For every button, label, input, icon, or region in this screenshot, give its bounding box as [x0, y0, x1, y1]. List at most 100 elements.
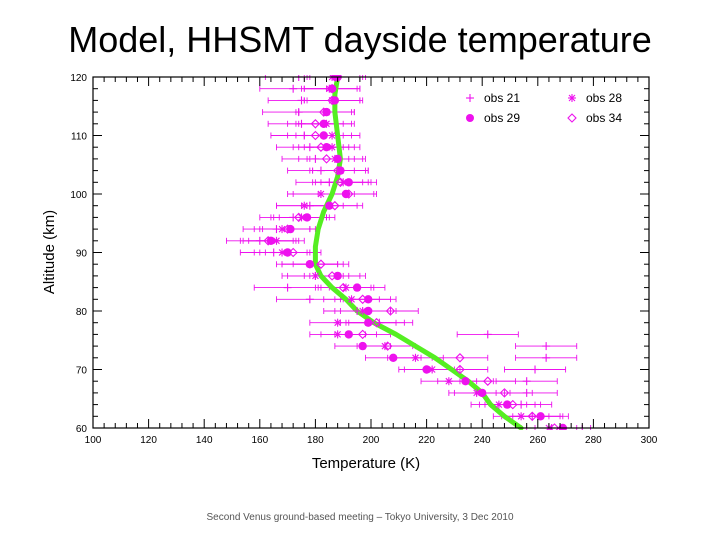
legend: obs 21 obs 28 obs 29 obs 34 [466, 91, 622, 125]
x-tick-label: 120 [140, 435, 157, 446]
legend-marker-obs-29 [466, 114, 474, 122]
point-obs-29 [325, 201, 334, 210]
y-tick-label: 100 [70, 190, 87, 201]
point-obs-21 [522, 377, 531, 386]
point-obs-29 [319, 131, 328, 140]
point-obs-28 [347, 295, 356, 304]
point-obs-21 [283, 283, 292, 292]
errorbar-obs-34 [334, 331, 391, 338]
x-tick-label: 180 [307, 435, 324, 446]
point-obs-29 [266, 236, 276, 245]
point-obs-34 [282, 224, 293, 234]
point-obs-29 [336, 166, 345, 175]
legend-label: obs 28 [586, 91, 622, 105]
point-obs-28 [494, 400, 503, 409]
point-obs-29 [322, 143, 331, 152]
point-obs-34 [288, 247, 298, 258]
point-obs-29 [333, 154, 342, 164]
point-obs-21 [305, 143, 314, 152]
point-obs-34 [327, 95, 337, 106]
point-obs-34 [382, 341, 393, 351]
point-obs-34 [263, 236, 273, 246]
point-obs-28 [278, 225, 287, 234]
point-obs-21 [531, 365, 540, 374]
point-obs-34 [335, 177, 346, 188]
x-tick-label: 240 [474, 435, 491, 446]
point-obs-28 [341, 283, 350, 292]
x-axis-label: Temperature (K) [312, 455, 420, 472]
point-obs-29 [389, 353, 398, 362]
point-obs-34 [327, 83, 337, 94]
point-obs-29 [352, 283, 362, 292]
point-obs-34 [327, 271, 337, 281]
slide-footer: Second Venus ground-based meeting – Toky… [206, 512, 514, 523]
point-obs-29 [364, 318, 373, 327]
y-tick-label: 110 [71, 132, 87, 143]
point-obs-29 [364, 306, 373, 316]
point-obs-21 [316, 166, 325, 175]
point-obs-29 [461, 377, 470, 386]
point-obs-29 [422, 365, 431, 374]
point-obs-28 [300, 201, 309, 210]
point-obs-21 [542, 353, 551, 362]
x-tick-label: 160 [251, 435, 268, 446]
x-tick-label: 260 [529, 435, 546, 446]
y-tick-label: 120 [70, 73, 87, 84]
point-obs-34 [499, 388, 510, 398]
plot-frame: 100 120 140 160 180 200 220 240 260 280 300 60 70 80 9… [70, 73, 657, 446]
point-obs-21 [522, 388, 531, 397]
point-obs-21 [483, 330, 492, 339]
point-obs-21 [305, 295, 314, 304]
point-obs-21 [528, 412, 537, 421]
point-obs-29 [327, 84, 337, 93]
point-obs-34 [343, 189, 354, 199]
point-obs-34 [482, 376, 493, 386]
point-obs-28 [380, 342, 389, 351]
point-obs-34 [318, 107, 329, 117]
point-obs-29 [341, 189, 351, 199]
point-obs-21 [269, 248, 278, 257]
point-obs-21 [517, 400, 526, 409]
point-obs-34 [455, 364, 465, 375]
point-obs-28 [316, 190, 325, 198]
point-obs-34 [321, 154, 332, 164]
x-tick-label: 220 [418, 435, 435, 446]
point-obs-21 [289, 84, 298, 93]
point-obs-21 [325, 178, 334, 187]
point-obs-29 [364, 295, 373, 304]
legend-label: obs 21 [484, 91, 520, 105]
point-obs-29 [283, 248, 292, 257]
y-tick-label: 60 [76, 424, 88, 435]
point-obs-29 [286, 224, 295, 234]
point-obs-29 [319, 119, 328, 128]
legend-marker-obs-34 [567, 113, 577, 123]
point-obs-28 [311, 271, 320, 280]
observation-markers [255, 75, 568, 430]
point-obs-29 [503, 400, 512, 409]
point-obs-34 [455, 353, 465, 363]
point-obs-29 [305, 260, 315, 269]
point-obs-21 [542, 342, 551, 351]
legend-label: obs 34 [586, 111, 622, 125]
point-obs-34 [330, 200, 340, 211]
point-obs-21 [255, 236, 264, 245]
point-obs-28 [328, 131, 337, 140]
x-tick-label: 100 [85, 435, 102, 446]
point-obs-34 [357, 294, 368, 305]
point-obs-34 [332, 165, 343, 176]
point-obs-34 [549, 423, 560, 430]
point-obs-34 [310, 130, 321, 141]
point-obs-21 [289, 213, 298, 222]
y-axis-label: Altitude (km) [41, 210, 58, 294]
point-obs-21 [375, 318, 384, 327]
point-obs-28 [444, 377, 453, 386]
y-tick-label: 90 [76, 249, 88, 260]
point-obs-29 [478, 388, 487, 398]
point-obs-21 [311, 154, 320, 163]
point-obs-21 [294, 108, 303, 117]
point-obs-28 [411, 353, 420, 362]
point-obs-28 [333, 330, 342, 339]
point-obs-28 [333, 318, 342, 327]
legend-marker-obs-21 [466, 94, 474, 102]
